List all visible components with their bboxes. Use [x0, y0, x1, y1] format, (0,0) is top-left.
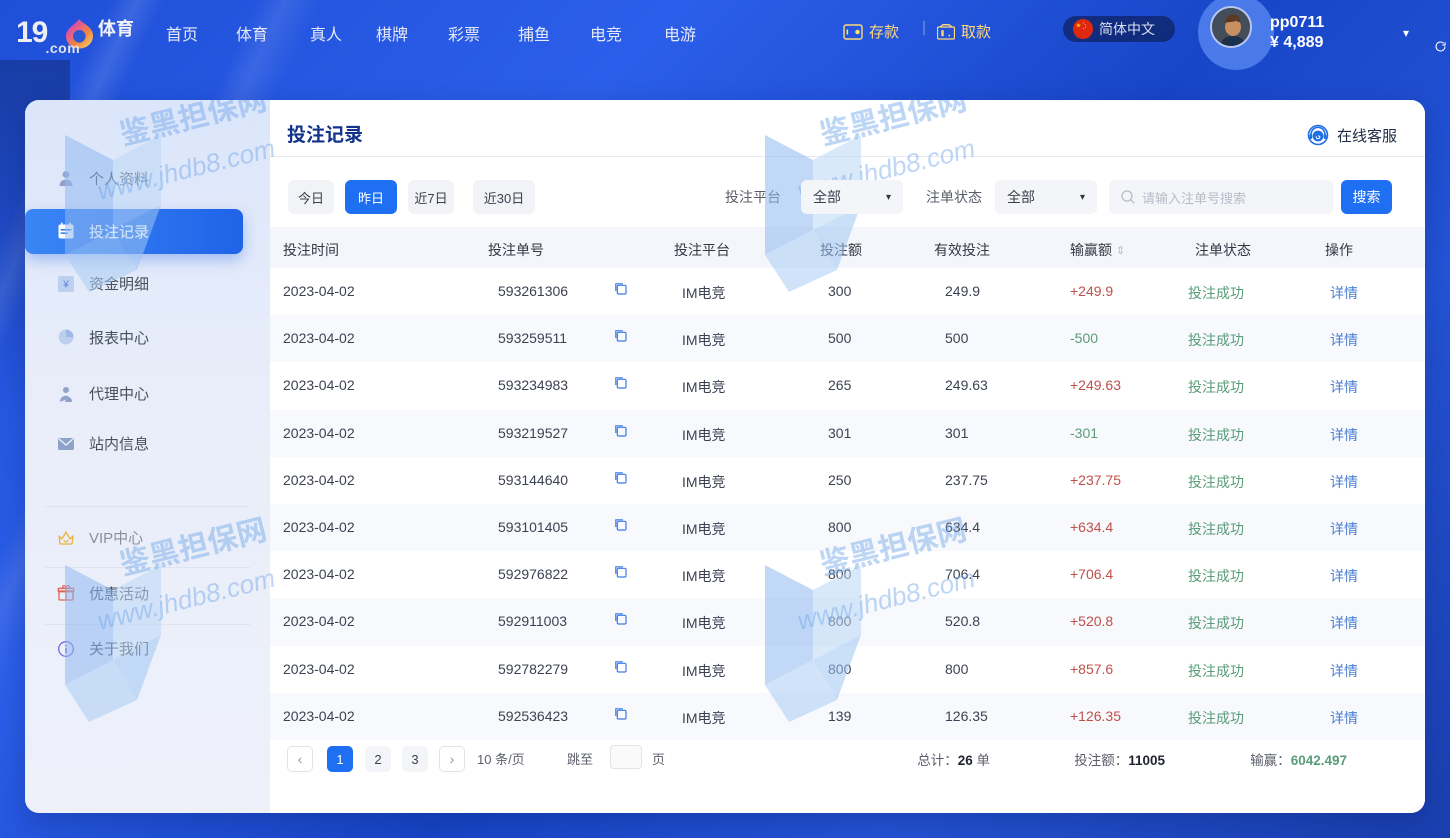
- svg-text:19: 19: [18, 16, 48, 49]
- svg-text:¥: ¥: [62, 279, 69, 290]
- svg-text:体育: 体育: [98, 15, 134, 41]
- svg-text:.com: .com: [46, 40, 81, 55]
